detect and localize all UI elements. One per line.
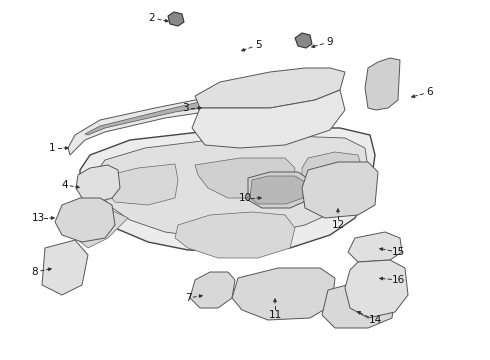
Polygon shape [105, 164, 178, 205]
Polygon shape [295, 33, 312, 48]
Polygon shape [250, 176, 305, 204]
Polygon shape [365, 58, 400, 110]
Polygon shape [55, 198, 115, 242]
Polygon shape [232, 268, 335, 320]
Text: 10: 10 [239, 193, 251, 203]
Polygon shape [168, 12, 184, 26]
Text: 7: 7 [185, 293, 191, 303]
Polygon shape [68, 98, 240, 155]
Polygon shape [175, 212, 295, 258]
Polygon shape [302, 152, 362, 195]
Polygon shape [322, 282, 395, 328]
Polygon shape [348, 232, 402, 262]
Polygon shape [195, 68, 345, 108]
Text: 8: 8 [32, 267, 38, 277]
Text: 13: 13 [31, 213, 45, 223]
Text: 14: 14 [368, 315, 382, 325]
Text: 6: 6 [427, 87, 433, 97]
Polygon shape [345, 260, 408, 318]
Text: 12: 12 [331, 220, 344, 230]
Polygon shape [190, 272, 235, 308]
Text: 4: 4 [62, 180, 68, 190]
Text: 15: 15 [392, 247, 405, 257]
Text: 16: 16 [392, 275, 405, 285]
Polygon shape [42, 240, 88, 295]
Polygon shape [78, 205, 128, 248]
Polygon shape [80, 128, 375, 252]
Polygon shape [248, 172, 310, 208]
Polygon shape [98, 136, 368, 238]
Polygon shape [302, 162, 378, 218]
Polygon shape [195, 158, 295, 198]
Polygon shape [192, 90, 345, 148]
Text: 5: 5 [255, 40, 261, 50]
Text: 11: 11 [269, 310, 282, 320]
Text: 3: 3 [182, 103, 188, 113]
Polygon shape [85, 96, 230, 135]
Text: 9: 9 [327, 37, 333, 47]
Polygon shape [76, 165, 120, 202]
Text: 1: 1 [49, 143, 55, 153]
Text: 2: 2 [148, 13, 155, 23]
